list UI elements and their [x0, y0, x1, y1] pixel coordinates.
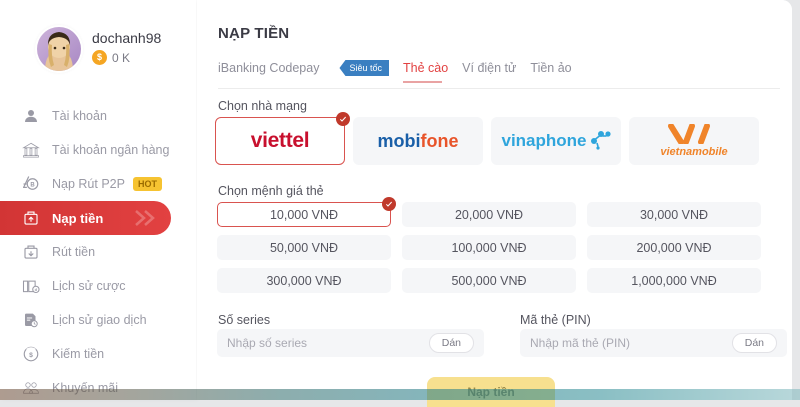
svg-text:$: $	[29, 352, 33, 359]
svg-text:B: B	[30, 182, 35, 188]
